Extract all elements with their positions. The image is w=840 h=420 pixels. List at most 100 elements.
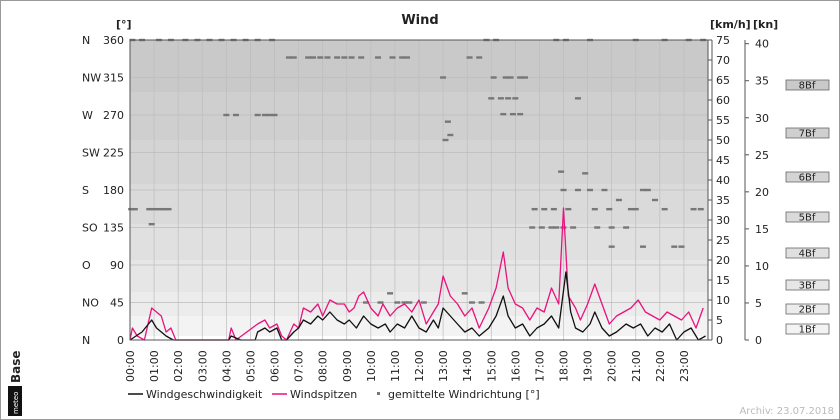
- beaufort-label: 6Bf: [799, 173, 816, 184]
- beaufort-box: [785, 127, 830, 139]
- direction-compass-label: W: [82, 109, 93, 122]
- kmh-tick-label: 20: [716, 254, 730, 267]
- x-tick-label: 02:00: [172, 350, 185, 382]
- x-tick-label: 15:00: [485, 350, 498, 382]
- direction-point: [574, 188, 581, 192]
- direction-point: [623, 226, 630, 229]
- x-tick-label: 17:00: [533, 350, 546, 382]
- beaufort-label: 3Bf: [799, 281, 816, 292]
- kn-tick-label: 10: [755, 260, 769, 273]
- direction-point: [615, 198, 622, 202]
- direction-point: [146, 207, 153, 211]
- direction-point: [334, 56, 341, 59]
- direction-tick-label: 45: [110, 297, 124, 310]
- direction-point: [324, 56, 331, 59]
- kn-tick-label: 20: [755, 186, 769, 199]
- kmh-tick-label: 70: [716, 54, 730, 67]
- direction-point: [271, 113, 278, 117]
- direction-point: [690, 207, 697, 211]
- direction-point: [363, 301, 370, 304]
- direction-point: [440, 76, 447, 79]
- direction-compass-label: N: [82, 34, 90, 47]
- direction-point: [517, 112, 524, 116]
- beaufort-box: [785, 247, 830, 259]
- direction-point: [639, 188, 646, 192]
- kmh-tick-label: 55: [716, 114, 730, 127]
- kn-tick-label: 35: [755, 75, 769, 88]
- kn-tick-label: 30: [755, 112, 769, 125]
- direction-tick-label: 225: [103, 147, 124, 160]
- x-tick-label: 07:00: [293, 350, 306, 382]
- direction-point: [632, 207, 639, 211]
- direction-point: [261, 113, 268, 117]
- beaufort-box: [785, 79, 830, 91]
- direction-point: [678, 245, 685, 248]
- legend-label-windspitzen: Windspitzen: [290, 388, 357, 401]
- direction-point: [608, 245, 615, 248]
- plot-border: [129, 39, 709, 341]
- x-tick-label: 08:00: [317, 350, 330, 382]
- direction-point: [165, 207, 172, 211]
- direction-point: [644, 188, 651, 192]
- direction-point: [403, 56, 410, 59]
- direction-point: [128, 207, 135, 211]
- direction-point: [574, 97, 581, 100]
- legend-swatch-windrichtung: [377, 392, 380, 395]
- x-tick-label: 19:00: [582, 350, 595, 382]
- direction-point: [461, 292, 468, 295]
- direction-point: [509, 112, 516, 116]
- direction-point: [478, 301, 485, 304]
- direction-compass-label: O: [82, 259, 91, 272]
- direction-point: [507, 76, 514, 79]
- direction-tick-label: 90: [110, 259, 124, 272]
- direction-point: [521, 76, 528, 79]
- direction-point: [538, 226, 545, 229]
- x-tick-label: 14:00: [461, 350, 474, 382]
- direction-point: [151, 207, 158, 211]
- direction-point: [627, 207, 634, 211]
- direction-point: [517, 76, 524, 79]
- x-tick-label: 00:00: [124, 350, 137, 382]
- x-tick-label: 12:00: [413, 350, 426, 382]
- kmh-tick-label: 45: [716, 154, 730, 167]
- direction-compass-label: NW: [82, 72, 101, 85]
- series-line-windspitzen: [129, 207, 704, 341]
- logo-box: [8, 386, 22, 416]
- direction-point: [399, 56, 406, 59]
- x-tick-label: 18:00: [558, 350, 571, 382]
- kmh-tick-label: 40: [716, 174, 730, 187]
- direction-point: [488, 97, 495, 100]
- beaufort-box: [785, 171, 830, 183]
- direction-point: [148, 222, 155, 226]
- beaufort-box: [785, 303, 830, 315]
- kn-tick-label: 5: [755, 297, 762, 310]
- direction-point: [586, 188, 593, 192]
- direction-point: [375, 56, 382, 59]
- direction-point: [582, 172, 589, 175]
- series-line-windgeschwindigkeit: [129, 271, 706, 341]
- direction-point: [466, 56, 473, 59]
- direction-point: [305, 56, 312, 59]
- x-tick-label: 09:00: [341, 350, 354, 382]
- kmh-tick-label: 15: [716, 274, 730, 287]
- direction-point: [497, 97, 504, 100]
- direction-point: [317, 56, 324, 59]
- beaufort-scale: 1Bf 2Bf 3Bf 4Bf 5Bf 6Bf 7Bf 8Bf: [785, 79, 830, 336]
- direction-point: [606, 207, 613, 211]
- kn-unit-label: [kn]: [753, 18, 778, 31]
- kmh-tick-label: 50: [716, 134, 730, 147]
- beaufort-box: [785, 211, 830, 223]
- direction-compass-label: NO: [82, 297, 99, 310]
- kmh-tick-label: 75: [716, 34, 730, 47]
- kmh-tick-label: 30: [716, 214, 730, 227]
- direction-point: [560, 226, 567, 229]
- direction-point: [387, 292, 394, 295]
- direction-compass-label: SO: [82, 222, 98, 235]
- direction-point: [550, 207, 557, 211]
- beaufort-label: 8Bf: [799, 81, 816, 92]
- direction-tick-label: 0: [117, 334, 124, 347]
- kmh-tick-label: 35: [716, 194, 730, 207]
- direction-point: [512, 97, 519, 100]
- direction-point: [447, 133, 454, 137]
